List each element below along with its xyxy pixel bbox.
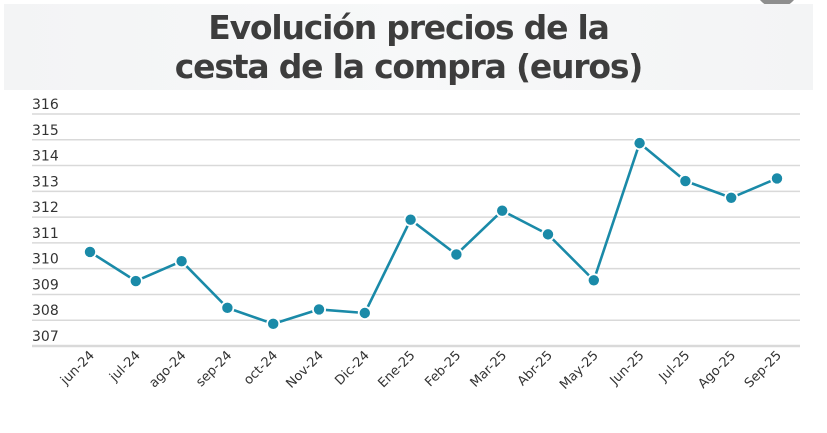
- data-point-Nov-24[interactable]: [313, 304, 325, 315]
- x-axis-ticks: jun-24 jul-24 ago-24 sep-24 oct-24 Nov-24 Dic-…: [57, 348, 785, 392]
- x-tick-label: Ago-25: [695, 348, 739, 392]
- x-tick-label: oct-24: [241, 348, 281, 388]
- x-tick-label: Jul-25: [656, 348, 693, 385]
- data-point-jul-24[interactable]: [130, 275, 141, 287]
- y-tick-label: 308: [32, 303, 59, 319]
- chart-title-box: Evolución precios de la cesta de la comp…: [4, 4, 813, 90]
- y-tick-label: 314: [32, 149, 59, 165]
- chart-title-line-2: cesta de la compra (euros): [174, 47, 644, 86]
- y-tick-label: 311: [32, 226, 59, 242]
- series-layer: [83, 136, 784, 331]
- x-tick-label: Feb-25: [422, 348, 464, 390]
- x-tick-label: jun-24: [57, 348, 98, 389]
- data-point-Abr-25[interactable]: [542, 229, 554, 240]
- data-point-jun-24[interactable]: [84, 246, 96, 258]
- x-tick-label: May-25: [557, 348, 601, 392]
- data-point-Dic-24[interactable]: [359, 307, 370, 319]
- y-tick-label: 316: [32, 97, 59, 113]
- y-axis-ticks: 307 308 309 310 311 312 313 314 315 316: [32, 97, 59, 345]
- data-point-Sep-25[interactable]: [771, 173, 783, 184]
- y-tick-label: 312: [32, 200, 59, 216]
- x-tick-label: Dic-24: [332, 348, 372, 388]
- x-tick-label: Jun-25: [607, 348, 648, 389]
- x-tick-label: Abr-25: [515, 348, 556, 389]
- x-tick-label: Mar-25: [468, 348, 510, 390]
- series-line: [88, 141, 779, 326]
- x-tick-label: Sep-25: [742, 348, 785, 391]
- x-tick-label: jul-24: [106, 348, 143, 385]
- x-tick-label: ago-24: [147, 348, 190, 391]
- data-point-Jul-25[interactable]: [680, 175, 691, 187]
- y-tick-label: 315: [32, 123, 59, 139]
- data-point-Ene-25[interactable]: [405, 214, 416, 225]
- x-tick-label: Nov-24: [284, 348, 327, 391]
- data-point-ago-24[interactable]: [176, 255, 187, 267]
- y-tick-label: 309: [32, 277, 59, 293]
- grid-lines: [32, 113, 800, 348]
- y-tick-label: 310: [32, 252, 59, 268]
- data-point-oct-24[interactable]: [268, 318, 279, 330]
- data-point-May-25[interactable]: [588, 275, 599, 286]
- data-point-Mar-25[interactable]: [497, 205, 508, 216]
- data-point-sep-24[interactable]: [222, 302, 233, 314]
- data-point-Jun-25[interactable]: [634, 137, 645, 149]
- x-tick-label: sep-24: [193, 348, 235, 390]
- chart-title-line-1: Evolución precios de la: [208, 8, 610, 47]
- x-tick-label: Ene-25: [376, 348, 419, 391]
- y-tick-label: 307: [32, 329, 59, 345]
- y-tick-label: 313: [32, 174, 59, 190]
- data-point-Feb-25[interactable]: [451, 249, 462, 260]
- data-point-Ago-25[interactable]: [726, 192, 737, 203]
